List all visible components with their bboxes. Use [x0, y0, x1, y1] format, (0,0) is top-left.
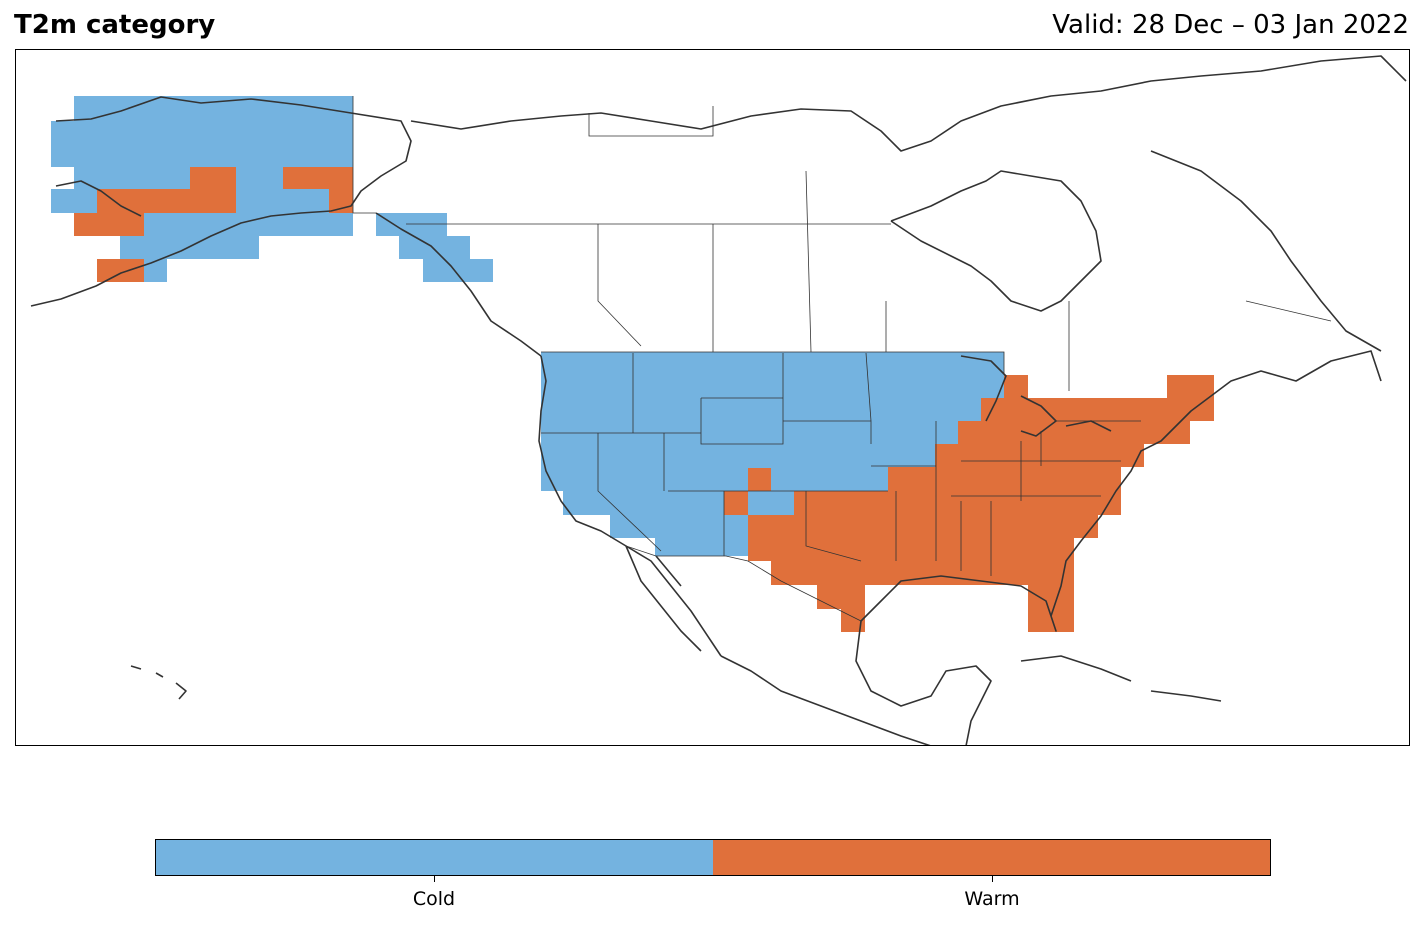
coastline-alaska [30, 96, 542, 357]
warm-cells-alaska-1 [74, 167, 236, 282]
cold-cells-panhandle [376, 213, 493, 282]
warm-cells-alaska-2 [283, 167, 353, 213]
warm-region [74, 167, 1214, 632]
coastline-us-west [538, 355, 722, 657]
coastline-gulf [860, 350, 1382, 632]
borders [352, 96, 1332, 622]
warm-cells-az [724, 491, 748, 515]
colorbar-tick-cold [434, 876, 435, 882]
coastline-hudson [890, 170, 1102, 312]
map-panel [15, 49, 1410, 746]
coastlines [30, 55, 1407, 745]
border-us-mexico [625, 545, 862, 622]
coastline-baja [625, 545, 702, 652]
border-provinces [406, 106, 1332, 391]
map-title: T2m category [14, 10, 216, 40]
warm-cells-nm [748, 468, 771, 491]
colorbar-label-cold: Cold [412, 888, 456, 910]
cold-region [51, 96, 1004, 556]
coastline-hawaii [130, 665, 187, 700]
colorbar-tick-warm [992, 876, 993, 882]
border-alaska-canada [352, 96, 376, 214]
border-us-canada [541, 351, 1005, 375]
valid-date: Valid: 28 Dec – 03 Jan 2022 [1052, 10, 1409, 40]
colorbar-label-warm: Warm [964, 888, 1020, 910]
map-canvas [30, 55, 1407, 745]
colorbar [155, 839, 1271, 876]
coastline-mexico [720, 620, 992, 745]
colorbar-cold [156, 840, 713, 875]
coastline-arctic [410, 55, 1407, 352]
border-us-states [541, 352, 1141, 576]
warm-cells-east [748, 375, 1214, 632]
coastline-caribbean [1020, 655, 1222, 702]
colorbar-warm [713, 840, 1270, 875]
cold-cells-conus [541, 352, 1004, 556]
